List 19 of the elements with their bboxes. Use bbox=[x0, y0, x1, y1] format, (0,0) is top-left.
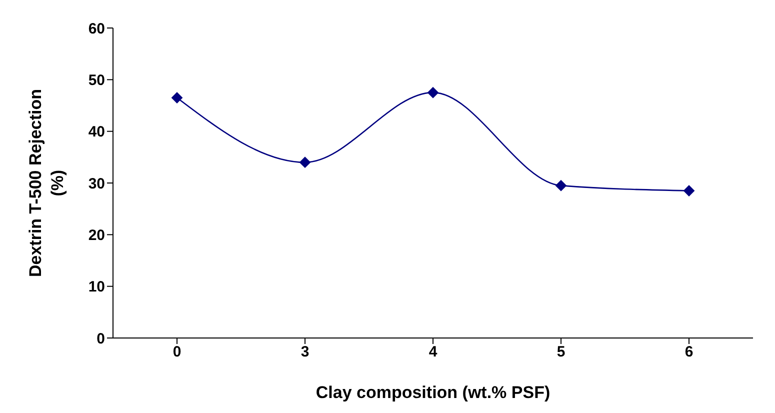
x-axis-title: Clay composition (wt.% PSF) bbox=[316, 383, 550, 402]
y-tick-label: 40 bbox=[88, 124, 105, 141]
point bbox=[684, 185, 694, 196]
point bbox=[556, 180, 566, 192]
y-tick-label: 50 bbox=[88, 72, 105, 89]
y-tick-label: 10 bbox=[88, 278, 105, 296]
y-tick-label: 20 bbox=[88, 226, 105, 244]
point bbox=[300, 156, 310, 168]
x-tick-label: 3 bbox=[300, 344, 310, 361]
y-axis-title: Dextrin T-500 Rejection (%) bbox=[26, 88, 67, 278]
y-tick-label: 0 bbox=[96, 330, 105, 348]
point bbox=[172, 92, 182, 104]
y-tick-label: 30 bbox=[88, 175, 105, 192]
point bbox=[428, 87, 438, 98]
x-tick-label: 4 bbox=[428, 344, 438, 361]
x-tick-label: 0 bbox=[172, 344, 182, 361]
y-tick-label: 60 bbox=[88, 20, 105, 38]
x-tick-label: 5 bbox=[556, 344, 566, 361]
x-tick-label: 6 bbox=[684, 344, 694, 361]
